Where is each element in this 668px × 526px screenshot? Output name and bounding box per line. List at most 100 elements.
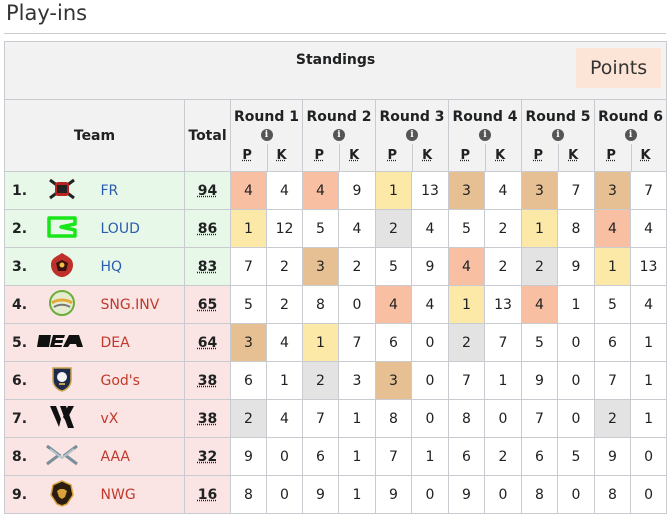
info-icon[interactable]: i [260, 129, 273, 141]
placement-cell: 2 [230, 399, 267, 438]
placement-cell: 9 [594, 437, 631, 476]
team-link[interactable]: God's [100, 372, 140, 389]
placement-cell: 6 [302, 437, 339, 476]
kills-cell: 9 [411, 247, 449, 286]
kills-cell: 4 [484, 171, 522, 210]
placement-cell: 8 [375, 399, 412, 438]
kills-cell: 1 [629, 323, 668, 362]
placement-cell: 3 [302, 247, 339, 286]
kills-column-header: K [495, 148, 506, 163]
column-divider [630, 144, 632, 172]
kills-cell: 9 [338, 171, 376, 210]
total-cell: 83 [184, 247, 231, 286]
placement-cell: 2 [375, 209, 412, 248]
placement-column-header: P [533, 148, 544, 163]
table-row: 6. God's 38 6 1 2 3 3 0 7 1 9 0 7 1 [4, 361, 668, 400]
team-name-cell: DEA [94, 323, 185, 362]
kills-cell: 0 [411, 399, 449, 438]
kills-cell: 8 [557, 209, 595, 248]
kills-cell: 2 [484, 437, 522, 476]
column-divider [558, 144, 559, 172]
kills-cell: 13 [629, 247, 668, 286]
team-link[interactable]: LOUD [100, 220, 140, 237]
placement-cell: 4 [375, 285, 412, 324]
kills-cell: 5 [557, 437, 595, 476]
placement-cell: 2 [448, 323, 485, 362]
column-divider [339, 144, 340, 172]
kills-cell: 0 [629, 437, 668, 476]
placement-cell: 8 [302, 285, 339, 324]
kills-cell: 0 [629, 475, 668, 514]
team-name-cell: AAA [94, 437, 185, 476]
round-name: Round 3 [379, 109, 445, 125]
rank-cell: 8. [4, 437, 29, 476]
kills-cell: 1 [629, 399, 668, 438]
team-link[interactable]: HQ [100, 258, 123, 275]
team-link[interactable]: AAA [100, 448, 131, 465]
team-link[interactable]: SNG.INV [100, 296, 160, 313]
team-name-cell: SNG.INV [94, 285, 185, 324]
kills-cell: 4 [266, 171, 303, 210]
info-icon[interactable]: i [406, 129, 418, 141]
placement-cell: 8 [230, 475, 267, 514]
info-icon[interactable]: i [333, 129, 345, 141]
placement-cell: 3 [448, 171, 485, 210]
kills-cell: 9 [557, 247, 595, 286]
kills-column-header: K [640, 148, 651, 163]
round-name: Round 2 [306, 109, 372, 125]
points-label: Points [576, 48, 662, 88]
dea-logo-icon [28, 323, 95, 362]
placement-cell: 9 [521, 361, 558, 400]
round-name: Round 4 [452, 109, 518, 125]
placement-cell: 5 [302, 209, 339, 248]
placement-cell: 1 [448, 285, 485, 324]
team-link[interactable]: FR [100, 182, 119, 199]
kills-cell: 4 [338, 209, 376, 248]
round-name: Round 6 [598, 109, 664, 125]
kills-cell: 0 [411, 475, 449, 514]
placement-cell: 2 [594, 399, 631, 438]
info-icon[interactable]: i [624, 129, 637, 141]
kills-cell: 12 [266, 209, 303, 248]
kills-cell: 1 [338, 399, 376, 438]
placement-cell: 5 [448, 209, 485, 248]
placement-cell: 2 [302, 361, 339, 400]
placement-cell: 7 [375, 437, 412, 476]
placement-cell: 1 [302, 323, 339, 362]
placement-cell: 5 [375, 247, 412, 286]
placement-cell: 2 [521, 247, 558, 286]
loud-logo-icon [28, 209, 95, 248]
placement-cell: 4 [521, 285, 558, 324]
placement-cell: 7 [594, 361, 631, 400]
round-name: Round 5 [525, 109, 591, 125]
table-row: 8. AAA 32 9 0 6 1 7 1 6 2 6 5 9 0 [4, 437, 668, 476]
kills-cell: 0 [484, 399, 522, 438]
kills-cell: 0 [557, 323, 595, 362]
team-link[interactable]: vX [100, 410, 119, 427]
kills-cell: 7 [629, 171, 668, 210]
kills-cell: 2 [266, 285, 303, 324]
kills-cell: 4 [411, 285, 449, 324]
placement-cell: 4 [230, 171, 267, 210]
team-link[interactable]: NWG [100, 486, 136, 503]
kills-cell: 1 [266, 361, 303, 400]
placement-cell: 5 [594, 285, 631, 324]
standings-title: Standings [295, 52, 376, 68]
total-cell: 94 [184, 171, 231, 210]
info-icon[interactable]: i [479, 129, 491, 141]
hq-logo-icon [28, 247, 95, 286]
placement-column-header: P [314, 148, 325, 163]
team-link[interactable]: DEA [100, 334, 130, 351]
total-cell: 65 [184, 285, 231, 324]
kills-cell: 0 [266, 437, 303, 476]
sng-logo-icon [28, 285, 95, 324]
total-cell: 86 [184, 209, 231, 248]
total-cell: 38 [184, 399, 231, 438]
gods-logo-icon [28, 361, 95, 400]
placement-cell: 8 [521, 475, 558, 514]
round-name: Round 1 [234, 109, 299, 125]
info-icon[interactable]: i [552, 129, 564, 141]
kills-cell: 7 [484, 323, 522, 362]
